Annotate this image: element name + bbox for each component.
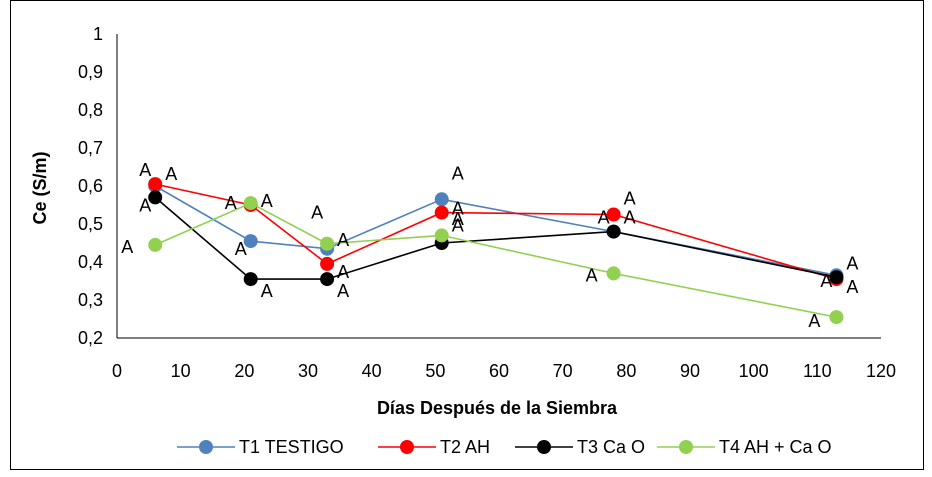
- point-label: A: [846, 253, 858, 273]
- series-group: [148, 190, 844, 287]
- y-tick-label: 0,7: [78, 138, 103, 158]
- point-label: A: [261, 281, 273, 301]
- point-label: A: [598, 208, 610, 228]
- series-group: [148, 179, 844, 283]
- point-label: A: [165, 164, 177, 184]
- series-line: [154, 202, 837, 318]
- data-point: [243, 234, 258, 249]
- point-label: A: [808, 311, 820, 331]
- x-tick-label: 0: [112, 361, 122, 381]
- point-label: A: [452, 163, 464, 183]
- legend-label: T2 AH: [440, 437, 490, 457]
- data-point: [148, 190, 163, 205]
- y-tick-label: 0,5: [78, 214, 103, 234]
- y-tick-labels: 0,2 0,3 0,4 0,5 0,6 0,7 0,8 0,9 1: [78, 24, 103, 348]
- y-axis-title: Ce (S/m): [30, 151, 50, 224]
- point-label: A: [624, 208, 636, 228]
- series-group: [148, 196, 844, 325]
- data-point: [829, 270, 844, 285]
- point-label: A: [820, 271, 832, 291]
- data-point: [434, 205, 449, 220]
- y-tick-label: 1: [93, 24, 103, 44]
- point-label: A: [225, 193, 237, 213]
- y-tick-label: 0,9: [78, 62, 103, 82]
- x-tick-label: 60: [489, 361, 509, 381]
- legend-item: T3 Ca O: [515, 437, 645, 457]
- data-point: [606, 224, 621, 239]
- data-point: [148, 237, 163, 252]
- point-label: A: [121, 237, 133, 257]
- point-label: A: [235, 239, 247, 259]
- legend-marker: [400, 440, 414, 454]
- data-point: [148, 177, 163, 192]
- point-label: A: [624, 189, 636, 209]
- y-tick-label: 0,2: [78, 328, 103, 348]
- data-point: [434, 192, 449, 207]
- legend-label: T3 Ca O: [577, 437, 645, 457]
- point-label: A: [311, 203, 323, 223]
- data-point: [243, 272, 258, 287]
- data-point: [320, 236, 335, 251]
- point-label: A: [452, 215, 464, 235]
- legend-marker: [679, 440, 693, 454]
- y-tick-label: 0,8: [78, 100, 103, 120]
- point-label: A: [139, 160, 151, 180]
- point-label: A: [452, 199, 464, 219]
- chart-frame: [10, 0, 924, 470]
- data-point: [320, 272, 335, 287]
- x-tick-label: 120: [866, 361, 896, 381]
- point-label: A: [337, 281, 349, 301]
- x-tick-label: 100: [739, 361, 769, 381]
- data-point: [606, 266, 621, 281]
- y-tick-label: 0,4: [78, 252, 103, 272]
- x-tick-label: 80: [616, 361, 636, 381]
- x-tick-label: 110: [803, 361, 832, 381]
- legend-item: T2 AH: [378, 437, 490, 457]
- point-label: A: [846, 277, 858, 297]
- point-label: A: [139, 195, 151, 215]
- point-label: A: [452, 209, 464, 229]
- data-point: [606, 207, 621, 222]
- legend: T1 TESTIGO T2 AH T3 Ca O T4 AH + Ca O: [177, 437, 832, 457]
- data-point: [320, 256, 335, 271]
- legend-label: T4 AH + Ca O: [719, 437, 832, 457]
- x-tick-label: 90: [680, 361, 700, 381]
- x-tick-label: 50: [425, 361, 445, 381]
- data-point: [243, 196, 258, 211]
- series-line: [154, 185, 837, 277]
- x-tick-label: 20: [234, 361, 254, 381]
- data-point: [434, 228, 449, 243]
- x-tick-label: 70: [553, 361, 573, 381]
- series-line: [155, 183, 837, 280]
- point-label: A: [337, 262, 349, 282]
- point-label: A: [337, 230, 349, 250]
- series-group: [148, 177, 844, 287]
- x-tick-label: 40: [362, 361, 382, 381]
- x-tick-labels: 0 10 20 30 40 50 60 70 80 90 100 110 120: [112, 361, 896, 381]
- data-point: [829, 310, 844, 325]
- x-tick-label: 30: [298, 361, 318, 381]
- legend-item: T1 TESTIGO: [177, 437, 344, 457]
- y-tick-label: 0,6: [78, 176, 103, 196]
- y-tick-label: 0,3: [78, 290, 103, 310]
- series-line: [154, 196, 837, 280]
- x-axis-title: Días Después de la Siembra: [377, 398, 618, 418]
- point-label: A: [261, 191, 273, 211]
- point-label: A: [586, 265, 598, 285]
- legend-label: T1 TESTIGO: [239, 437, 344, 457]
- legend-marker: [537, 440, 551, 454]
- series-lines: [148, 177, 844, 325]
- legend-marker: [199, 440, 213, 454]
- legend-item: T4 AH + Ca O: [657, 437, 832, 457]
- axes: [116, 34, 881, 339]
- x-tick-label: 10: [171, 361, 191, 381]
